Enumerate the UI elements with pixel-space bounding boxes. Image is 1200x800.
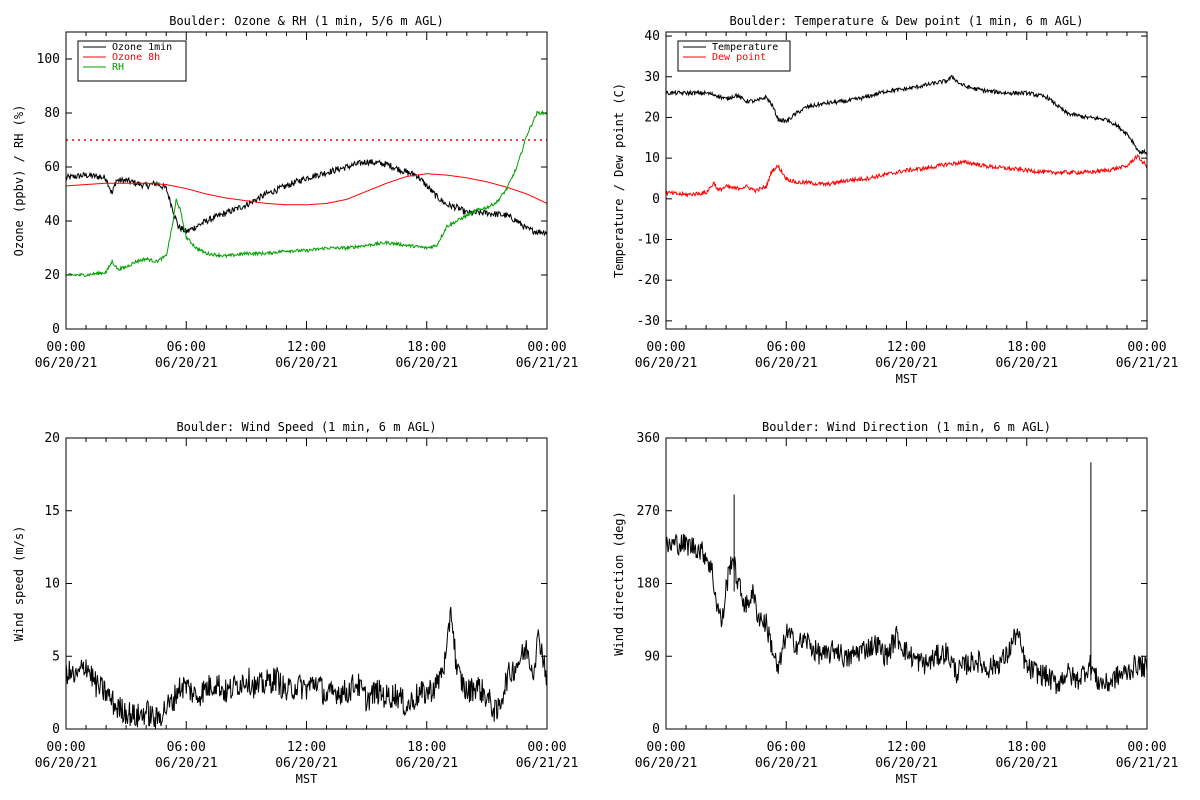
legend-label: Temperature xyxy=(712,42,778,53)
x-tick-label-date: 06/20/21 xyxy=(155,756,218,771)
x-tick-label-time: 06:00 xyxy=(167,740,206,755)
y-tick-label: 360 xyxy=(637,431,660,446)
x-tick-label-time: 06:00 xyxy=(167,340,206,355)
x-tick-label-time: 00:00 xyxy=(1127,340,1166,355)
y-tick-label: -10 xyxy=(637,232,660,247)
ozone-rh-panel: Boulder: Ozone & RH (1 min, 5/6 m AGL) 0 2… xyxy=(12,14,578,371)
x-tick-label-date: 06/20/21 xyxy=(275,356,338,371)
chart-title: Boulder: Wind Speed (1 min, 6 m AGL) xyxy=(176,420,436,434)
temperature-dewpoint-panel: Boulder: Temperature & Dew point (1 min,… xyxy=(612,14,1178,386)
y-tick-label: 80 xyxy=(44,106,60,121)
x-tick-label-time: 18:00 xyxy=(407,340,446,355)
x-tick-label-time: 12:00 xyxy=(287,740,326,755)
series-line xyxy=(65,159,548,237)
x-tick-label-time: 00:00 xyxy=(46,340,85,355)
y-tick-label: 20 xyxy=(644,110,660,125)
chart-title: Boulder: Wind Direction (1 min, 6 m AGL) xyxy=(762,420,1051,434)
x-tick-label-time: 00:00 xyxy=(527,740,566,755)
series-line xyxy=(65,110,548,278)
x-tick-label-time: 06:00 xyxy=(767,340,806,355)
plot-frame xyxy=(65,437,548,730)
x-tick-label-date: 06/20/21 xyxy=(155,356,218,371)
chart-title: Boulder: Temperature & Dew point (1 min,… xyxy=(729,14,1083,28)
x-tick-label-date: 06/21/21 xyxy=(516,756,579,771)
y-tick-label: 10 xyxy=(644,151,660,166)
wind-speed-panel: Boulder: Wind Speed (1 min, 6 m AGL) 0 5 10… xyxy=(12,420,578,786)
series-line xyxy=(665,74,1148,155)
x-tick-label-time: 00:00 xyxy=(646,740,685,755)
y-tick-label: 0 xyxy=(652,722,660,737)
series-line xyxy=(65,606,548,729)
chart-title: Boulder: Ozone & RH (1 min, 5/6 m AGL) xyxy=(169,14,444,28)
series-line xyxy=(665,153,1148,198)
legend-box xyxy=(77,40,187,82)
x-tick-label-time: 00:00 xyxy=(46,740,85,755)
x-axis-label: MST xyxy=(896,372,918,386)
y-tick-label: 90 xyxy=(644,649,660,664)
legend-label: Ozone 1min xyxy=(112,42,172,53)
x-tick-label-time: 00:00 xyxy=(527,340,566,355)
x-tick-label-time: 12:00 xyxy=(887,340,926,355)
y-tick-label: 0 xyxy=(52,722,60,737)
x-tick-label-time: 18:00 xyxy=(1007,740,1046,755)
y-tick-label: -20 xyxy=(637,273,660,288)
y-tick-label: 60 xyxy=(44,160,60,175)
y-tick-label: 30 xyxy=(644,70,660,85)
plot-frame xyxy=(665,31,1148,330)
y-axis-label: Ozone (ppbv) / RH (%) xyxy=(12,105,26,257)
y-tick-label: 40 xyxy=(44,214,60,229)
x-tick-label-time: 00:00 xyxy=(646,340,685,355)
series-line xyxy=(665,533,1148,695)
y-tick-label: 15 xyxy=(44,504,60,519)
y-axis-label: Temperature / Dew point (C) xyxy=(612,83,626,278)
y-tick-label: 100 xyxy=(37,52,60,67)
series-line xyxy=(66,173,548,206)
y-tick-label: -30 xyxy=(637,314,660,329)
x-axis-label: MST xyxy=(296,772,318,786)
x-tick-label-time: 18:00 xyxy=(1007,340,1046,355)
x-tick-label-time: 12:00 xyxy=(287,340,326,355)
x-tick-label-time: 12:00 xyxy=(887,740,926,755)
y-tick-label: 5 xyxy=(52,649,60,664)
y-tick-label: 40 xyxy=(644,29,660,44)
x-tick-label-date: 06/20/21 xyxy=(875,756,938,771)
x-tick-label-date: 06/20/21 xyxy=(395,756,458,771)
x-tick-label-date: 06/20/21 xyxy=(995,356,1058,371)
y-tick-label: 20 xyxy=(44,431,60,446)
y-tick-label: 0 xyxy=(52,322,60,337)
legend-label: Ozone 8h xyxy=(112,52,160,63)
y-tick-label: 20 xyxy=(44,268,60,283)
x-tick-label-date: 06/20/21 xyxy=(35,756,98,771)
x-tick-label-date: 06/20/21 xyxy=(35,356,98,371)
x-tick-label-time: 06:00 xyxy=(767,740,806,755)
x-tick-label-date: 06/20/21 xyxy=(995,756,1058,771)
y-tick-label: 0 xyxy=(652,192,660,207)
x-tick-label-date: 06/21/21 xyxy=(1116,356,1179,371)
plot-frame xyxy=(65,31,548,330)
y-tick-label: 270 xyxy=(637,504,660,519)
x-tick-label-time: 00:00 xyxy=(1127,740,1166,755)
x-axis-label: MST xyxy=(896,772,918,786)
plot-frame xyxy=(665,437,1148,730)
x-tick-label-time: 18:00 xyxy=(407,740,446,755)
x-tick-label-date: 06/21/21 xyxy=(1116,756,1179,771)
legend-label: Dew point xyxy=(712,52,766,63)
x-tick-label-date: 06/20/21 xyxy=(635,356,698,371)
y-tick-label: 10 xyxy=(44,577,60,592)
y-tick-label: 180 xyxy=(637,577,660,592)
x-tick-label-date: 06/20/21 xyxy=(755,756,818,771)
legend-box xyxy=(677,40,791,72)
x-tick-label-date: 06/20/21 xyxy=(395,356,458,371)
x-tick-label-date: 06/21/21 xyxy=(516,356,579,371)
legend-label: RH xyxy=(112,62,124,73)
x-tick-label-date: 06/20/21 xyxy=(875,356,938,371)
wind-direction-panel: Boulder: Wind Direction (1 min, 6 m AGL)… xyxy=(612,420,1178,786)
y-axis-label: Wind speed (m/s) xyxy=(12,526,26,642)
x-tick-label-date: 06/20/21 xyxy=(635,756,698,771)
x-tick-label-date: 06/20/21 xyxy=(275,756,338,771)
y-axis-label: Wind direction (deg) xyxy=(612,511,626,656)
x-tick-label-date: 06/20/21 xyxy=(755,356,818,371)
